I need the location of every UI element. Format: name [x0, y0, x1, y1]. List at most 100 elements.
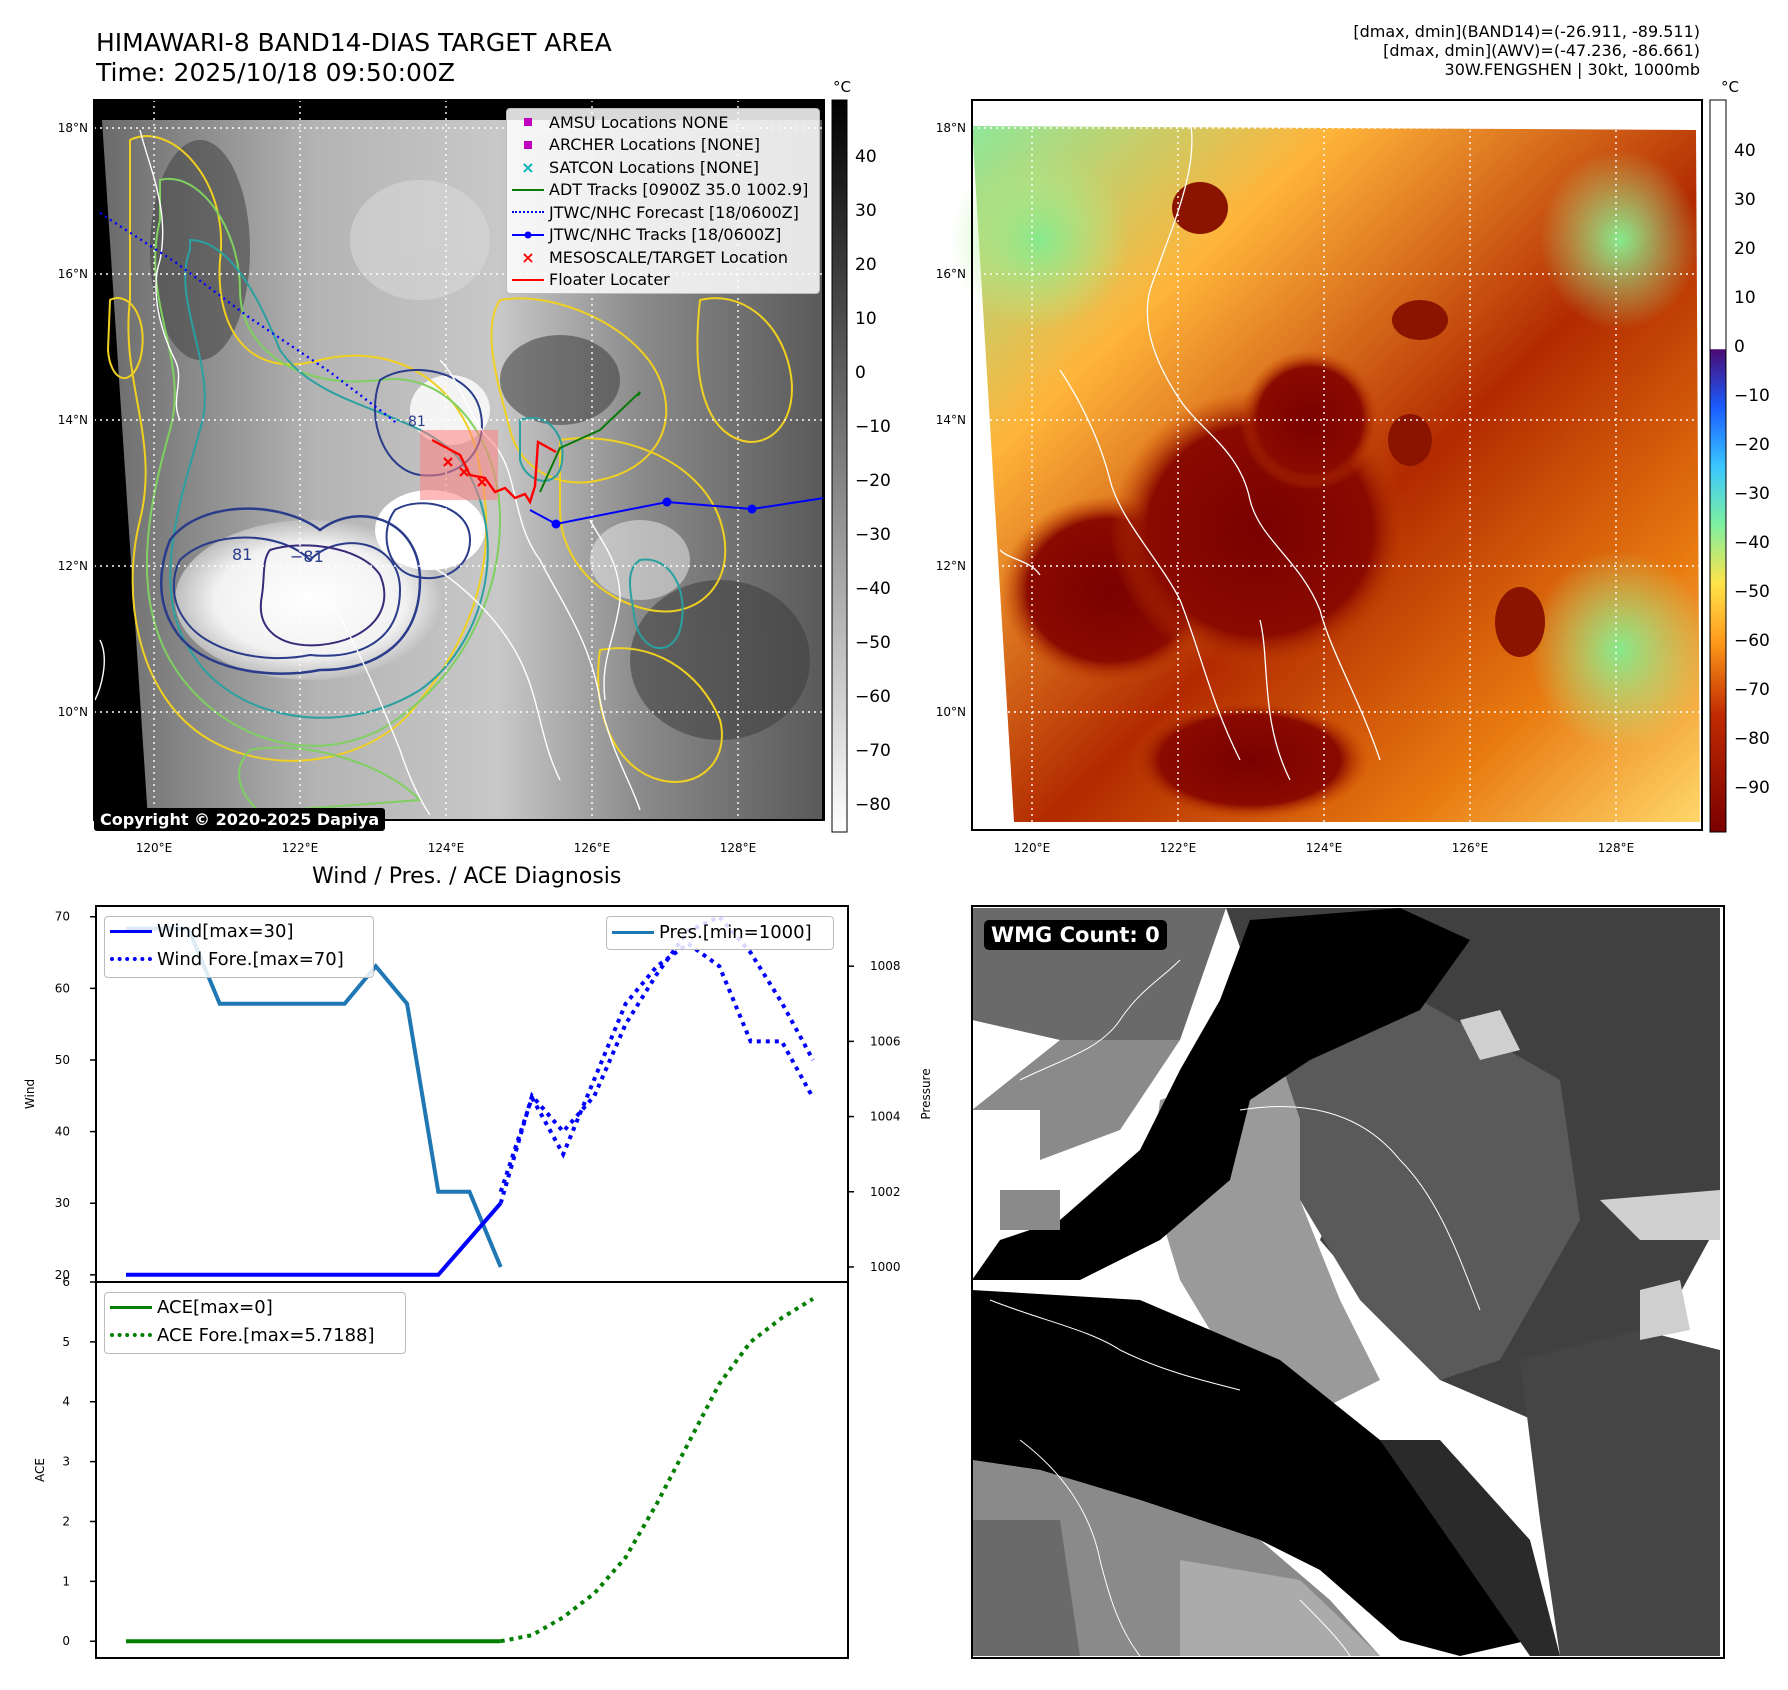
svg-text:120°E: 120°E — [136, 841, 173, 855]
svg-text:126°E: 126°E — [1452, 841, 1489, 855]
mesoscale-target-markers — [443, 457, 487, 487]
svg-text:−70: −70 — [855, 741, 891, 761]
svg-text:122°E: 122°E — [1160, 841, 1197, 855]
pressure-tick-label: 1008 — [870, 959, 901, 973]
svg-text:−70: −70 — [1734, 680, 1770, 700]
svg-text:−20: −20 — [855, 471, 891, 491]
wind-tick-label: 20 — [55, 1268, 70, 1282]
wmg-image — [972, 908, 1720, 1656]
stats-title: [dmax, dmin](BAND14)=(-26.911, -89.511)[… — [1353, 22, 1700, 79]
left-coastlines — [94, 129, 641, 816]
wind-tick-labels: 70 60 50 40 30 20 — [55, 910, 96, 1282]
stats-line-1: [dmax, dmin](BAND14)=(-26.911, -89.511) — [1353, 22, 1700, 41]
right-gridlines — [972, 100, 1702, 830]
svg-text:−40: −40 — [1734, 533, 1770, 553]
svg-text:14°N: 14°N — [58, 413, 88, 427]
ace-tick-labels: 6 5 4 3 2 1 0 — [62, 1275, 96, 1648]
svg-text:128°E: 128°E — [1598, 841, 1635, 855]
title-line-1: HIMAWARI-8 BAND14-DIAS TARGET AREA — [96, 28, 612, 57]
adt-track — [539, 391, 641, 493]
svg-text:20: 20 — [1734, 239, 1756, 259]
svg-text:18°N: 18°N — [936, 121, 966, 135]
wind-tick-label: 60 — [55, 981, 70, 995]
svg-text:16°N: 16°N — [58, 267, 88, 281]
stats-line-3: 30W.FENGSHEN | 30kt, 1000mb — [1444, 60, 1700, 79]
svg-text:122°E: 122°E — [282, 841, 319, 855]
left-map-panel: 81 −81 81 18°N 16°N 14°N 12°N 10°N 120°E… — [58, 78, 891, 855]
left-lon-labels: 120°E 122°E 124°E 126°E 128°E — [136, 841, 757, 855]
wind-tick-label: 30 — [55, 1196, 70, 1210]
svg-text:30: 30 — [855, 201, 877, 221]
left-colorbar — [831, 99, 848, 833]
svg-text:−80: −80 — [1734, 729, 1770, 749]
wmg-frame-border — [971, 905, 1725, 1659]
left-lat-labels: 18°N 16°N 14°N 12°N 10°N — [58, 121, 88, 719]
right-colorbar-unit: °C — [1721, 78, 1739, 96]
legend-wind: Wind[max=30] — [105, 917, 373, 945]
wind-tick-label: 50 — [55, 1053, 70, 1067]
x-marker-icon: × — [521, 247, 535, 267]
contour-label-1: 81 — [232, 545, 252, 564]
ace-legend: ACE[max=0] ACE Fore.[max=5.7188] — [104, 1292, 406, 1354]
dotted-line-icon — [105, 949, 157, 969]
svg-text:10: 10 — [1734, 288, 1756, 308]
pressure-tick-label: 1006 — [870, 1034, 901, 1048]
legend-pressure: Pres.[min=1000] — [607, 917, 833, 947]
svg-text:−40: −40 — [855, 579, 891, 599]
pressure-legend: Pres.[min=1000] — [606, 916, 834, 950]
svg-text:−60: −60 — [855, 687, 891, 707]
svg-text:40: 40 — [855, 147, 877, 167]
legend-ace-fore: ACE Fore.[max=5.7188] — [105, 1321, 405, 1349]
left-colorbar-ticks: 40 30 20 10 0 −10 −20 −30 −40 −50 −60 −7… — [855, 147, 891, 815]
legend-floater: Floater Locater — [507, 269, 819, 292]
svg-text:18°N: 18°N — [58, 121, 88, 135]
svg-text:124°E: 124°E — [428, 841, 465, 855]
svg-text:128°E: 128°E — [720, 841, 757, 855]
right-colorbar — [1709, 99, 1727, 833]
floater-locater-track — [431, 438, 557, 505]
legend-amsu: AMSU Locations NONE — [507, 111, 819, 134]
ace-tick-label: 4 — [62, 1395, 70, 1409]
svg-text:−30: −30 — [855, 525, 891, 545]
legend-archer: ARCHER Locations [NONE] — [507, 134, 819, 157]
svg-text:−10: −10 — [855, 417, 891, 437]
left-contours — [106, 135, 793, 814]
wind-tick-label: 70 — [55, 910, 70, 924]
svg-text:124°E: 124°E — [1306, 841, 1343, 855]
right-map-frame — [971, 99, 1703, 831]
svg-text:30: 30 — [1734, 190, 1756, 210]
ace-tick-label: 5 — [62, 1335, 70, 1349]
diagnosis-title: Wind / Pres. / ACE Diagnosis — [312, 864, 622, 889]
wind-forecast-line — [498, 914, 815, 1204]
svg-text:−30: −30 — [1734, 484, 1770, 504]
square-marker-icon — [507, 135, 549, 155]
ace-tick-label: 3 — [62, 1455, 70, 1469]
line-icon — [607, 922, 659, 942]
contour-label-3: 81 — [408, 414, 426, 430]
left-cold-core-east — [375, 490, 485, 570]
svg-text:20: 20 — [855, 255, 877, 275]
copyright-badge: Copyright © 2020-2025 Dapiya — [94, 808, 386, 831]
pressure-tick-label: 1000 — [870, 1260, 901, 1274]
contour-label-2: −81 — [290, 547, 324, 566]
svg-text:−90: −90 — [1734, 778, 1770, 798]
figure-title: HIMAWARI-8 BAND14-DIAS TARGET AREA Time: … — [96, 28, 612, 88]
svg-text:−80: −80 — [855, 795, 891, 815]
wind-tick-label: 40 — [55, 1125, 70, 1139]
legend-jtwc-tracks: JTWC/NHC Tracks [18/0600Z] — [507, 224, 819, 247]
svg-text:0: 0 — [1734, 337, 1745, 357]
svg-text:10: 10 — [855, 309, 877, 329]
svg-text:10°N: 10°N — [936, 705, 966, 719]
svg-text:0: 0 — [855, 363, 866, 383]
left-map-legend: AMSU Locations NONE ARCHER Locations [NO… — [506, 108, 820, 294]
svg-text:−10: −10 — [1734, 386, 1770, 406]
svg-text:16°N: 16°N — [936, 267, 966, 281]
line-dot-icon — [507, 225, 549, 245]
ace-tick-label: 1 — [62, 1574, 70, 1588]
svg-text:−50: −50 — [855, 633, 891, 653]
ace-tick-label: 6 — [62, 1275, 70, 1289]
ace-forecast-line — [500, 1297, 815, 1644]
dotted-line-icon — [105, 1325, 157, 1345]
